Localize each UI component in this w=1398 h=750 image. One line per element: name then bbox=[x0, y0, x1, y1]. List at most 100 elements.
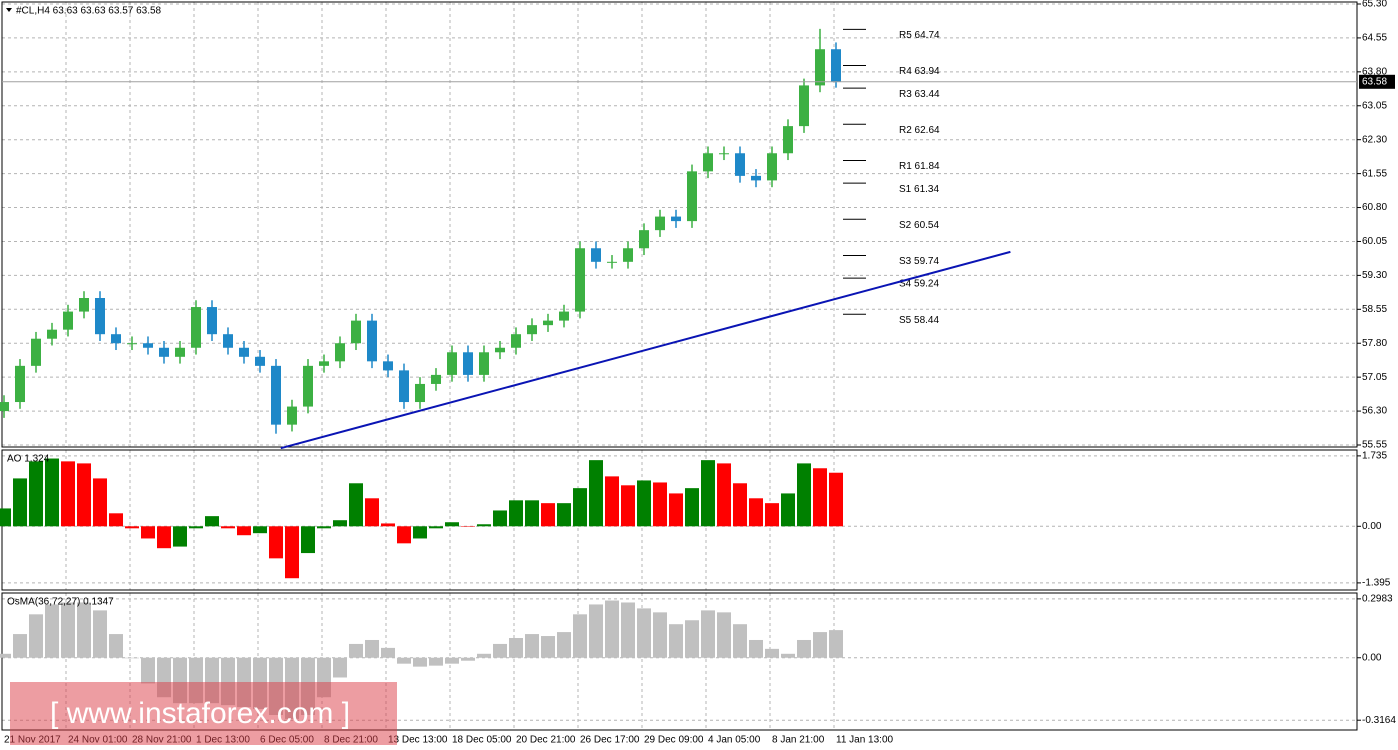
histogram-bar bbox=[381, 523, 395, 527]
pivot-label: R5 64.74 bbox=[899, 30, 940, 41]
pane-border bbox=[1, 1, 1358, 448]
histogram-bar bbox=[733, 624, 747, 658]
y-tick-label: 57.80 bbox=[1362, 338, 1387, 349]
candle-body bbox=[799, 85, 809, 127]
histogram-bar bbox=[381, 647, 395, 658]
candle-body bbox=[175, 347, 185, 357]
histogram-bar bbox=[45, 604, 59, 658]
candle-body bbox=[191, 307, 201, 348]
candle-body bbox=[415, 383, 425, 403]
x-tick-label: 13 Dec 13:00 bbox=[388, 735, 448, 746]
candle-body bbox=[831, 49, 841, 82]
indicator-title: OsMA(36,72,27) 0.1347 bbox=[7, 597, 114, 608]
candle-body bbox=[527, 325, 537, 335]
histogram-bar bbox=[605, 476, 619, 527]
y-tick-label: 63.05 bbox=[1362, 100, 1387, 111]
histogram-bar bbox=[685, 620, 699, 658]
histogram-bar bbox=[317, 526, 331, 529]
candle-body bbox=[463, 352, 473, 375]
candle-body bbox=[79, 298, 89, 312]
candle-body bbox=[143, 343, 153, 348]
histogram-bar bbox=[653, 482, 667, 527]
histogram-bar bbox=[301, 526, 315, 554]
pivot-label: S5 58.44 bbox=[899, 315, 939, 326]
histogram-bar bbox=[797, 639, 811, 658]
histogram-bar bbox=[701, 610, 715, 658]
histogram-bar bbox=[493, 510, 507, 527]
histogram-bar bbox=[349, 483, 363, 527]
y-tick-label: 59.30 bbox=[1362, 270, 1387, 281]
y-tick-label: 63.80 bbox=[1362, 66, 1387, 77]
candle-body bbox=[351, 320, 361, 344]
histogram-bar bbox=[93, 478, 107, 527]
candle-body bbox=[575, 248, 585, 312]
candle-body bbox=[271, 365, 281, 425]
histogram-bar bbox=[701, 460, 715, 527]
candle-body bbox=[703, 153, 713, 172]
candle-body bbox=[399, 370, 409, 403]
y-tick-label: 0.00 bbox=[1362, 521, 1382, 532]
histogram-bar bbox=[333, 657, 347, 678]
trend-line bbox=[280, 250, 1011, 450]
histogram-bar bbox=[29, 461, 43, 527]
histogram-bar bbox=[781, 493, 795, 527]
histogram-bar bbox=[205, 516, 219, 527]
histogram-bar bbox=[653, 612, 667, 658]
chart-title: #CL,H4 63.63 63.63 63.57 63.58 bbox=[16, 6, 162, 17]
histogram-bar bbox=[189, 526, 203, 529]
candle-body bbox=[303, 365, 313, 407]
pivot-label: R1 61.84 bbox=[899, 161, 940, 172]
histogram-bar bbox=[429, 657, 443, 666]
histogram-bar bbox=[61, 602, 75, 658]
histogram-bar bbox=[157, 526, 171, 549]
histogram-bar bbox=[413, 526, 427, 539]
histogram-bar bbox=[749, 498, 763, 527]
histogram-bar bbox=[365, 639, 379, 658]
y-tick-label: 60.05 bbox=[1362, 236, 1387, 247]
last-price-box bbox=[1359, 74, 1395, 89]
histogram-bar bbox=[589, 604, 603, 658]
histogram-bar bbox=[621, 602, 635, 658]
histogram-bar bbox=[285, 526, 299, 579]
candle-body bbox=[431, 374, 441, 384]
histogram-bar bbox=[797, 463, 811, 527]
indicator-title: AO 1.324 bbox=[7, 454, 50, 465]
candle-body bbox=[719, 153, 729, 155]
y-tick-label: 0.2983 bbox=[1362, 594, 1393, 605]
candle-body bbox=[287, 406, 297, 425]
histogram-bar bbox=[829, 630, 843, 658]
candle-body bbox=[639, 230, 649, 249]
candle-body bbox=[591, 248, 601, 262]
candle-body bbox=[511, 334, 521, 348]
histogram-bar bbox=[13, 478, 27, 527]
histogram-bar bbox=[765, 503, 779, 527]
y-tick-label: 62.30 bbox=[1362, 134, 1387, 145]
y-tick-label: 58.55 bbox=[1362, 304, 1387, 315]
x-tick-label: 8 Jan 21:00 bbox=[772, 735, 825, 746]
candle-body bbox=[495, 347, 505, 353]
histogram-bar bbox=[493, 643, 507, 658]
histogram-bar bbox=[685, 488, 699, 527]
y-tick-label: 60.80 bbox=[1362, 202, 1387, 213]
candle-body bbox=[735, 153, 745, 176]
histogram-bar bbox=[573, 614, 587, 658]
histogram-bar bbox=[637, 480, 651, 527]
histogram-bar bbox=[77, 602, 91, 658]
watermark: [ www.instaforex.com ] bbox=[50, 697, 350, 730]
histogram-bar bbox=[413, 657, 427, 667]
histogram-bar bbox=[509, 500, 523, 527]
histogram-bar bbox=[109, 513, 123, 527]
candle-body bbox=[383, 361, 393, 371]
pivot-label: R4 63.94 bbox=[899, 66, 940, 77]
y-tick-label: 56.30 bbox=[1362, 406, 1387, 417]
histogram-bar bbox=[477, 653, 491, 658]
histogram-bar bbox=[717, 463, 731, 527]
x-tick-label: 11 Jan 13:00 bbox=[836, 735, 894, 746]
histogram-bar bbox=[61, 461, 75, 527]
candle-body bbox=[767, 153, 777, 181]
candle-body bbox=[63, 311, 73, 330]
x-tick-label: 29 Dec 09:00 bbox=[644, 735, 704, 746]
x-tick-label: 18 Dec 05:00 bbox=[452, 735, 512, 746]
histogram-bar bbox=[669, 624, 683, 658]
